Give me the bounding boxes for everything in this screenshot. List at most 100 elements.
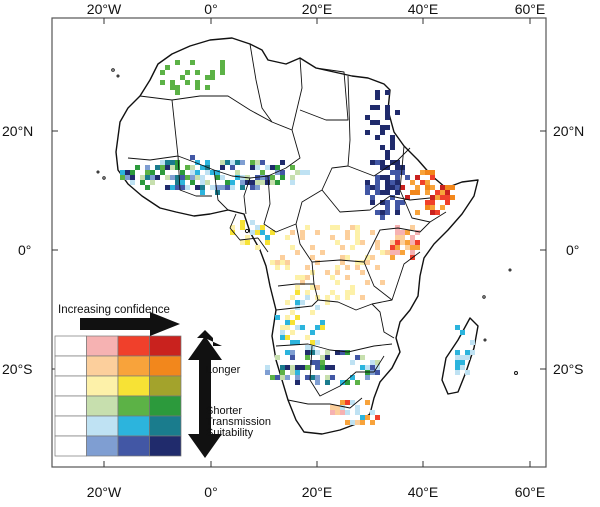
- suitability-cell: [375, 265, 380, 270]
- suitability-cell: [400, 170, 405, 175]
- suitability-cell: [345, 420, 350, 425]
- legend-swatch: [86, 355, 119, 377]
- suitability-cell: [415, 245, 420, 250]
- suitability-cell: [290, 350, 295, 355]
- suitability-cell: [205, 170, 210, 175]
- suitability-cell: [240, 185, 245, 190]
- suitability-cell: [175, 160, 180, 165]
- suitability-cell: [350, 290, 355, 295]
- suitability-cell: [455, 325, 460, 330]
- suitability-cell: [380, 210, 385, 215]
- suitability-cell: [365, 370, 370, 375]
- suitability-cell: [175, 165, 180, 170]
- suitability-cell: [390, 240, 395, 245]
- suitability-cell: [270, 375, 275, 380]
- suitability-cell: [345, 230, 350, 235]
- suitability-cell: [285, 300, 290, 305]
- suitability-cell: [295, 275, 300, 280]
- suitability-cell: [410, 235, 415, 240]
- suitability-cell: [425, 190, 430, 195]
- suitability-cell: [190, 170, 195, 175]
- suitability-cell: [300, 365, 305, 370]
- suitability-cell: [380, 200, 385, 205]
- suitability-cell: [425, 180, 430, 185]
- suitability-cell: [345, 400, 350, 405]
- suitability-cell: [395, 205, 400, 210]
- suitability-cell: [245, 240, 250, 245]
- suitability-cell: [365, 375, 370, 380]
- suitability-cell: [335, 225, 340, 230]
- suitability-cell: [410, 240, 415, 245]
- suitability-cell: [390, 255, 395, 260]
- suitability-cell: [295, 250, 300, 255]
- suitability-cell: [310, 375, 315, 380]
- duration-arrow-icon: [197, 330, 222, 346]
- suitability-cell: [290, 340, 295, 345]
- suitability-cell: [180, 75, 185, 80]
- suitability-cell: [305, 290, 310, 295]
- suitability-cell: [415, 175, 420, 180]
- suitability-cell: [405, 175, 410, 180]
- suitability-cell: [165, 185, 170, 190]
- suitability-cell: [295, 380, 300, 385]
- suitability-cell: [305, 355, 310, 360]
- suitability-cell: [235, 175, 240, 180]
- suitability-cell: [375, 95, 380, 100]
- suitability-cell: [165, 165, 170, 170]
- suitability-cell: [445, 200, 450, 205]
- suitability-cell: [365, 415, 370, 420]
- suitability-cell: [350, 400, 355, 405]
- suitability-cell: [465, 350, 470, 355]
- suitability-cell: [395, 185, 400, 190]
- suitability-cell: [375, 365, 380, 370]
- suitability-cell: [345, 235, 350, 240]
- suitability-cell: [435, 190, 440, 195]
- suitability-cell: [305, 295, 310, 300]
- suitability-cell: [165, 65, 170, 70]
- suitability-cell: [310, 350, 315, 355]
- suitability-cell: [355, 240, 360, 245]
- suitability-cell: [280, 330, 285, 335]
- suitability-cell: [345, 290, 350, 295]
- suitability-cell: [340, 405, 345, 410]
- suitability-cell: [345, 275, 350, 280]
- suitability-cell: [330, 235, 335, 240]
- suitability-cell: [430, 170, 435, 175]
- suitability-cell: [260, 180, 265, 185]
- suitability-cell: [335, 265, 340, 270]
- suitability-cell: [175, 90, 180, 95]
- top-tick-label: 20°E: [302, 1, 333, 17]
- suitability-cell: [380, 125, 385, 130]
- suitability-cell: [190, 180, 195, 185]
- top-tick-label: 0°: [204, 1, 217, 17]
- suitability-cell: [415, 190, 420, 195]
- suitability-cell: [255, 245, 260, 250]
- legend-shorter-label: Shorter: [206, 405, 242, 417]
- suitability-cell: [375, 180, 380, 185]
- bottom-axis-labels: 20°W 0° 20°E 40°E 60°E: [87, 484, 545, 500]
- suitability-cell: [240, 160, 245, 165]
- top-axis-labels: 20°W 0° 20°E 40°E 60°E: [87, 1, 545, 17]
- suitability-cell: [270, 165, 275, 170]
- suitability-cell: [300, 235, 305, 240]
- suitability-cell: [310, 285, 315, 290]
- suitability-cell: [350, 245, 355, 250]
- suitability-cell: [375, 120, 380, 125]
- suitability-cell: [405, 240, 410, 245]
- suitability-cell: [435, 195, 440, 200]
- suitability-cell: [250, 160, 255, 165]
- suitability-cell: [355, 265, 360, 270]
- suitability-cell: [170, 160, 175, 165]
- suitability-cell: [430, 185, 435, 190]
- suitability-cell: [150, 180, 155, 185]
- suitability-cell: [260, 170, 265, 175]
- suitability-cell: [295, 365, 300, 370]
- suitability-cell: [300, 280, 305, 285]
- country-borders: [127, 43, 447, 409]
- suitability-cell: [280, 370, 285, 375]
- suitability-cell: [250, 220, 255, 225]
- suitability-cell: [230, 225, 235, 230]
- legend-swatch: [86, 435, 119, 457]
- legend-suitability-label: Suitability: [206, 427, 254, 439]
